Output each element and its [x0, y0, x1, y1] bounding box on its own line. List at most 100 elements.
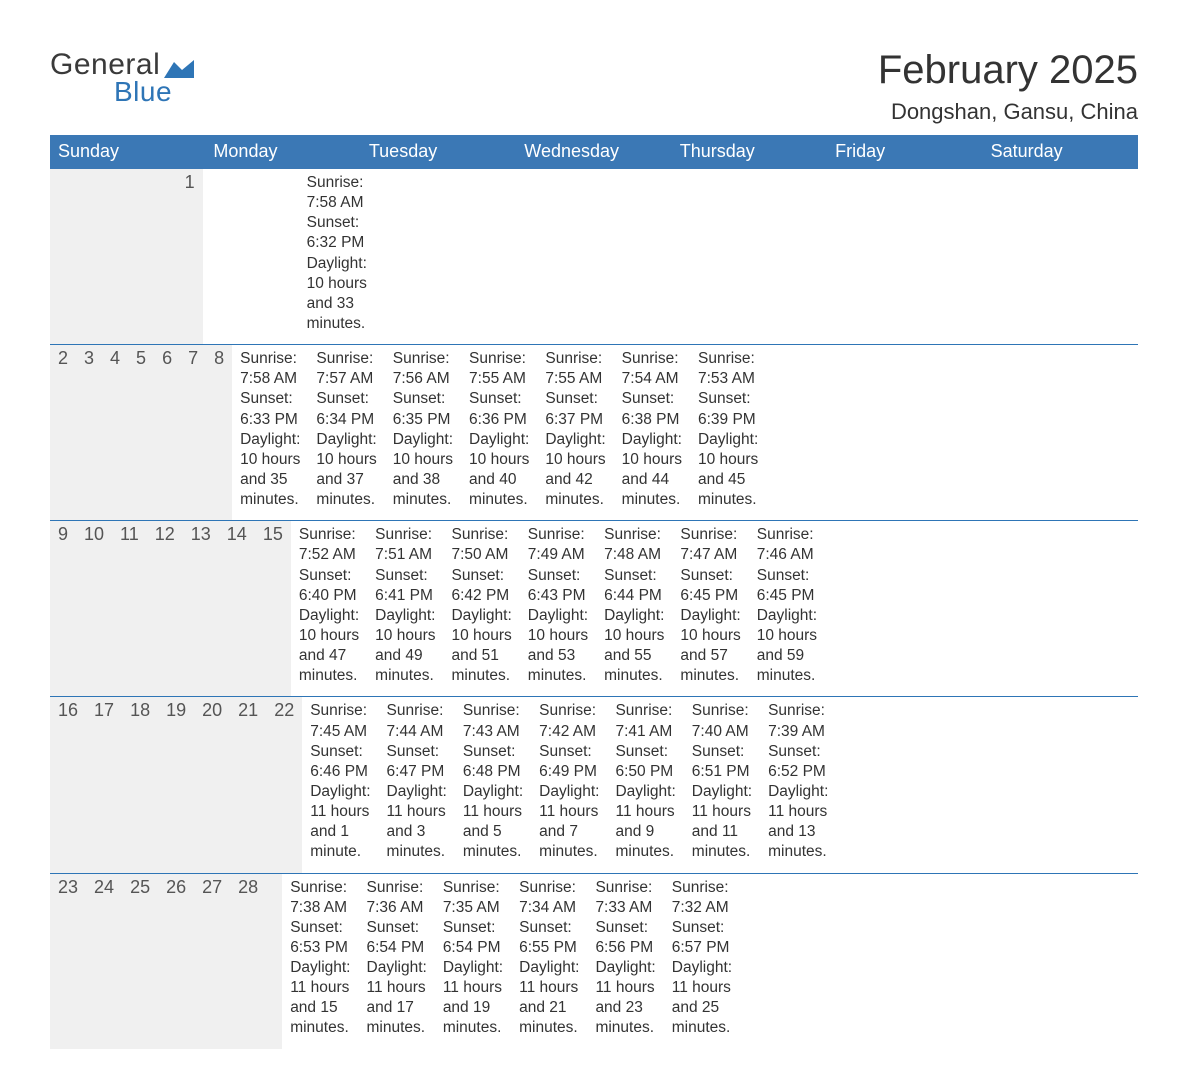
sunrise-text: Sunrise: 7:40 AM	[692, 701, 752, 741]
sunrise-text: Sunrise: 7:47 AM	[680, 525, 740, 565]
sunrise-text: Sunrise: 7:51 AM	[375, 525, 435, 565]
sunset-text: Sunset: 6:43 PM	[528, 566, 588, 606]
daylight-text: Daylight: 10 hours and 44 minutes.	[622, 430, 682, 511]
sunset-text: Sunset: 6:48 PM	[463, 742, 523, 782]
header: General Blue February 2025 Dongshan, Gan…	[50, 48, 1138, 125]
sunset-text: Sunset: 6:54 PM	[367, 918, 427, 958]
day-cell: Sunrise: 7:41 AMSunset: 6:50 PMDaylight:…	[607, 697, 683, 872]
sunset-text: Sunset: 6:33 PM	[240, 389, 300, 429]
sunset-text: Sunset: 6:52 PM	[768, 742, 828, 782]
day-cell: Sunrise: 7:53 AMSunset: 6:39 PMDaylight:…	[690, 345, 766, 520]
day-number: 20	[194, 697, 230, 872]
day-number: 12	[147, 521, 183, 696]
daylight-text: Daylight: 11 hours and 3 minutes.	[387, 782, 447, 863]
day-number: 1	[177, 169, 203, 344]
logo-flag-icon	[164, 56, 194, 78]
daylight-text: Daylight: 11 hours and 1 minute.	[310, 782, 370, 863]
location: Dongshan, Gansu, China	[878, 99, 1138, 125]
day-cell: Sunrise: 7:52 AMSunset: 6:40 PMDaylight:…	[291, 521, 367, 696]
day-cell: Sunrise: 7:58 AMSunset: 6:32 PMDaylight:…	[299, 169, 375, 344]
sunrise-text: Sunrise: 7:48 AM	[604, 525, 664, 565]
logo: General Blue	[50, 48, 194, 108]
sunset-text: Sunset: 6:42 PM	[451, 566, 511, 606]
day-cell: Sunrise: 7:45 AMSunset: 6:46 PMDaylight:…	[302, 697, 378, 872]
day-cell: Sunrise: 7:57 AMSunset: 6:34 PMDaylight:…	[308, 345, 384, 520]
day-number: 11	[112, 521, 147, 696]
day-number: 18	[122, 697, 158, 872]
day-number-row: 1	[50, 169, 203, 344]
sunset-text: Sunset: 6:45 PM	[680, 566, 740, 606]
day-number	[134, 169, 155, 344]
day-number	[266, 874, 282, 1049]
sunrise-text: Sunrise: 7:53 AM	[698, 349, 758, 389]
day-number: 3	[76, 345, 102, 520]
day-cell: Sunrise: 7:55 AMSunset: 6:37 PMDaylight:…	[537, 345, 613, 520]
sunrise-text: Sunrise: 7:38 AM	[290, 878, 350, 918]
day-cell	[235, 169, 251, 344]
weekday-header: Sunday	[50, 135, 205, 169]
sunset-text: Sunset: 6:53 PM	[290, 918, 350, 958]
day-number: 27	[194, 874, 230, 1049]
daylight-text: Daylight: 10 hours and 45 minutes.	[698, 430, 758, 511]
sunrise-text: Sunrise: 7:50 AM	[451, 525, 511, 565]
day-number: 2	[50, 345, 76, 520]
weekday-header: Saturday	[983, 135, 1138, 169]
weekday-header: Thursday	[672, 135, 827, 169]
day-cell: Sunrise: 7:35 AMSunset: 6:54 PMDaylight:…	[435, 874, 511, 1049]
sunset-text: Sunset: 6:55 PM	[519, 918, 579, 958]
day-cell: Sunrise: 7:44 AMSunset: 6:47 PMDaylight:…	[379, 697, 455, 872]
sunrise-text: Sunrise: 7:44 AM	[387, 701, 447, 741]
sunrise-text: Sunrise: 7:43 AM	[463, 701, 523, 741]
day-cells-row: Sunrise: 7:58 AMSunset: 6:33 PMDaylight:…	[232, 345, 766, 520]
day-number: 10	[76, 521, 112, 696]
sunrise-text: Sunrise: 7:52 AM	[299, 525, 359, 565]
day-cell	[219, 169, 235, 344]
daylight-text: Daylight: 11 hours and 21 minutes.	[519, 958, 579, 1039]
calendar: SundayMondayTuesdayWednesdayThursdayFrid…	[50, 135, 1138, 1049]
day-number-row: 16171819202122	[50, 697, 302, 872]
sunset-text: Sunset: 6:44 PM	[604, 566, 664, 606]
day-cell: Sunrise: 7:47 AMSunset: 6:45 PMDaylight:…	[672, 521, 748, 696]
daylight-text: Daylight: 10 hours and 53 minutes.	[528, 606, 588, 687]
calendar-week: 1 Sunrise: 7:58 AMSunset: 6:32 PMDaylight…	[50, 169, 1138, 344]
sunrise-text: Sunrise: 7:33 AM	[595, 878, 655, 918]
day-number: 28	[230, 874, 266, 1049]
day-cell: Sunrise: 7:50 AMSunset: 6:42 PMDaylight:…	[443, 521, 519, 696]
day-number-row: 9101112131415	[50, 521, 291, 696]
sunset-text: Sunset: 6:38 PM	[622, 389, 682, 429]
title-block: February 2025 Dongshan, Gansu, China	[878, 48, 1138, 125]
day-number: 25	[122, 874, 158, 1049]
day-cell: Sunrise: 7:36 AMSunset: 6:54 PMDaylight:…	[359, 874, 435, 1049]
day-cell: Sunrise: 7:54 AMSunset: 6:38 PMDaylight:…	[614, 345, 690, 520]
sunrise-text: Sunrise: 7:35 AM	[443, 878, 503, 918]
day-number: 17	[86, 697, 122, 872]
sunrise-text: Sunrise: 7:34 AM	[519, 878, 579, 918]
day-cells-row: Sunrise: 7:45 AMSunset: 6:46 PMDaylight:…	[302, 697, 836, 872]
day-number: 26	[158, 874, 194, 1049]
daylight-text: Daylight: 11 hours and 15 minutes.	[290, 958, 350, 1039]
sunrise-text: Sunrise: 7:42 AM	[539, 701, 599, 741]
day-number: 15	[255, 521, 291, 696]
daylight-text: Daylight: 10 hours and 42 minutes.	[545, 430, 605, 511]
day-cell: Sunrise: 7:38 AMSunset: 6:53 PMDaylight:…	[282, 874, 358, 1049]
daylight-text: Daylight: 10 hours and 33 minutes.	[307, 254, 367, 335]
day-number	[92, 169, 113, 344]
day-number: 22	[266, 697, 302, 872]
weekday-header: Wednesday	[516, 135, 671, 169]
day-cell: Sunrise: 7:58 AMSunset: 6:33 PMDaylight:…	[232, 345, 308, 520]
daylight-text: Daylight: 11 hours and 13 minutes.	[768, 782, 828, 863]
daylight-text: Daylight: 10 hours and 35 minutes.	[240, 430, 300, 511]
sunrise-text: Sunrise: 7:58 AM	[307, 173, 367, 213]
sunrise-text: Sunrise: 7:45 AM	[310, 701, 370, 741]
day-number: 23	[50, 874, 86, 1049]
day-number: 8	[206, 345, 232, 520]
day-number: 19	[158, 697, 194, 872]
day-cell: Sunrise: 7:46 AMSunset: 6:45 PMDaylight:…	[749, 521, 825, 696]
month-title: February 2025	[878, 48, 1138, 93]
daylight-text: Daylight: 10 hours and 59 minutes.	[757, 606, 817, 687]
sunset-text: Sunset: 6:57 PM	[672, 918, 732, 958]
sunrise-text: Sunrise: 7:57 AM	[316, 349, 376, 389]
daylight-text: Daylight: 10 hours and 37 minutes.	[316, 430, 376, 511]
day-cell: Sunrise: 7:48 AMSunset: 6:44 PMDaylight:…	[596, 521, 672, 696]
day-number: 4	[102, 345, 128, 520]
